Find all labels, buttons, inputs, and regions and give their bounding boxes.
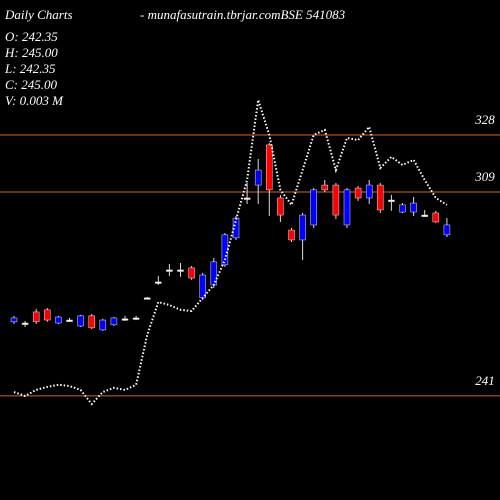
candle-body (88, 315, 95, 329)
candle-body (166, 269, 173, 272)
candle-body (21, 322, 29, 325)
chart-subtitle: - munafasutrain.tbrjar.comBSE 541083 (140, 7, 346, 22)
candle-body (266, 144, 273, 191)
ohlc-label: V: 0.003 M (5, 93, 64, 108)
candle-body (199, 274, 206, 299)
candle-body (110, 317, 118, 326)
candle-body (354, 187, 362, 199)
candle-body (44, 309, 51, 321)
y-tick-label: 309 (474, 169, 495, 184)
y-tick-label: 241 (475, 373, 495, 388)
candle-body (10, 317, 18, 323)
candle-body (277, 197, 284, 216)
ohlc-label: L: 242.35 (4, 61, 56, 76)
ohlc-label: C: 245.00 (5, 77, 58, 92)
candle-body (155, 281, 162, 284)
candle-body (132, 317, 140, 320)
ohlc-label: O: 242.35 (5, 29, 58, 44)
candle-body (99, 319, 107, 331)
candle-body (310, 189, 317, 226)
candle-body (243, 197, 251, 200)
candle-body (221, 234, 229, 266)
candle-body (288, 229, 295, 241)
candle-body (32, 311, 40, 323)
candle-body (232, 217, 240, 239)
candle-body (188, 267, 195, 279)
candle-body (143, 297, 151, 300)
candle-body (365, 184, 373, 199)
candle-body (177, 269, 184, 272)
candle-body (432, 212, 440, 223)
candle-body (377, 184, 384, 211)
candle-body (321, 184, 329, 191)
candle-body (410, 202, 417, 213)
candle-body (77, 315, 84, 327)
candle-body (421, 214, 428, 217)
candle-body (66, 319, 73, 322)
candle-body (443, 224, 451, 236)
candle-body (121, 318, 129, 321)
chart-title: Daily Charts (4, 7, 73, 22)
candle-body (55, 316, 62, 324)
candle-body (388, 199, 395, 202)
y-tick-label: 328 (474, 112, 495, 127)
candle-body (254, 169, 262, 186)
candle-body (399, 204, 406, 213)
candle-body (299, 214, 306, 241)
ohlc-label: H: 245.00 (4, 45, 58, 60)
candle-body (332, 184, 340, 216)
candle-body (343, 189, 351, 226)
